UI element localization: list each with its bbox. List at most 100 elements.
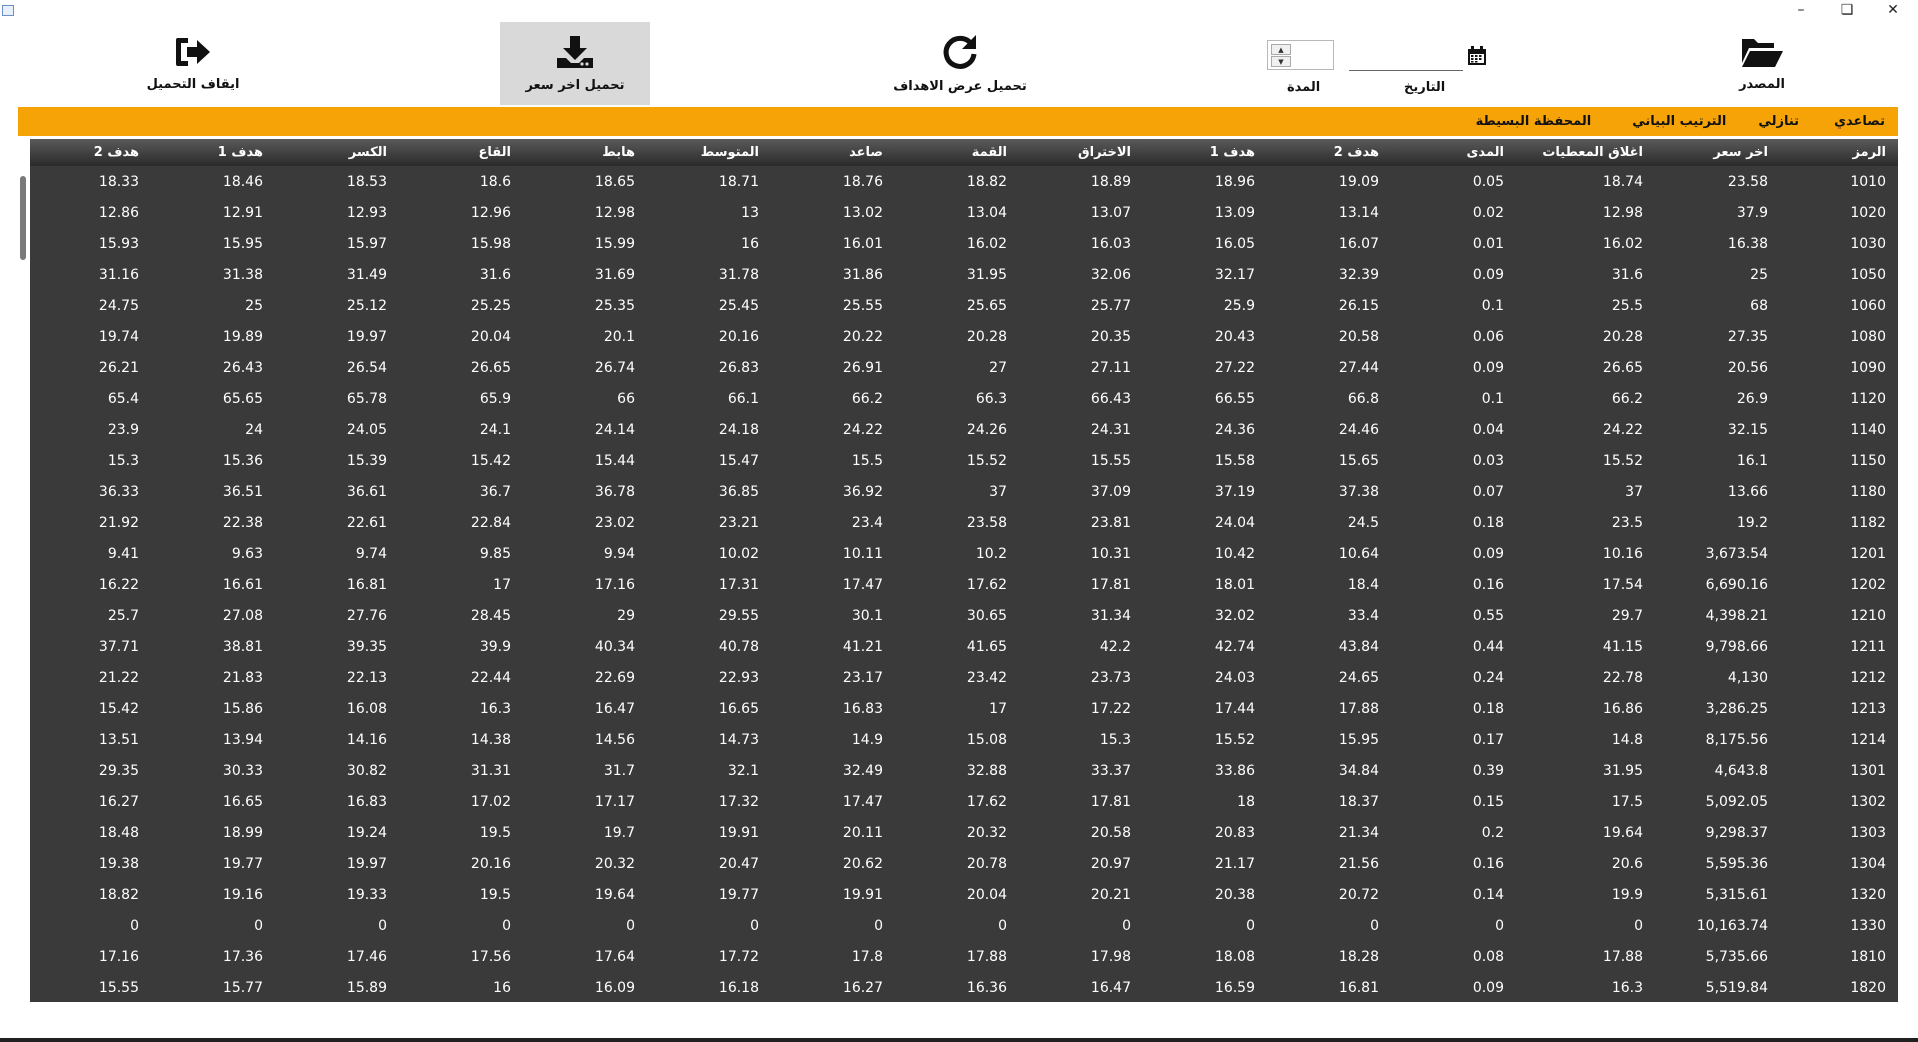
table-cell[interactable]: 19.33 xyxy=(275,879,399,910)
table-cell[interactable]: 20.78 xyxy=(895,848,1019,879)
table-cell[interactable]: 18.96 xyxy=(1143,166,1267,197)
table-cell[interactable]: 17 xyxy=(895,693,1019,724)
table-cell[interactable]: 26.65 xyxy=(399,352,523,383)
table-cell[interactable]: 27.76 xyxy=(275,600,399,631)
table-cell[interactable]: 15.36 xyxy=(151,445,275,476)
table-cell[interactable]: 37.9 xyxy=(1655,197,1780,228)
table-cell[interactable]: 20.58 xyxy=(1267,321,1391,352)
table-cell[interactable]: 19.2 xyxy=(1655,507,1780,538)
table-cell[interactable]: 31.34 xyxy=(1019,600,1143,631)
table-cell[interactable]: 31.6 xyxy=(1516,259,1655,290)
table-cell[interactable]: 17.8 xyxy=(771,941,895,972)
table-cell[interactable]: 23.21 xyxy=(647,507,771,538)
table-cell[interactable]: 18.28 xyxy=(1267,941,1391,972)
table-cell[interactable]: 16.47 xyxy=(523,693,647,724)
table-cell[interactable]: 17.88 xyxy=(1267,693,1391,724)
table-cell[interactable]: 30.1 xyxy=(771,600,895,631)
table-cell[interactable]: 16.1 xyxy=(1655,445,1780,476)
table-cell[interactable]: 13.66 xyxy=(1655,476,1780,507)
table-cell[interactable]: 18.08 xyxy=(1143,941,1267,972)
table-cell[interactable]: 19.77 xyxy=(647,879,771,910)
table-cell[interactable]: 9.94 xyxy=(523,538,647,569)
table-cell[interactable]: 22.84 xyxy=(399,507,523,538)
table-cell[interactable]: 19.89 xyxy=(151,321,275,352)
table-cell[interactable]: 0.15 xyxy=(1391,786,1516,817)
table-cell[interactable]: 21.17 xyxy=(1143,848,1267,879)
table-cell[interactable]: 14.8 xyxy=(1516,724,1655,755)
table-cell[interactable]: 31.95 xyxy=(1516,755,1655,786)
table-cell[interactable]: 16.02 xyxy=(1516,228,1655,259)
table-cell[interactable]: 26.9 xyxy=(1655,383,1780,414)
table-cell[interactable]: 16.86 xyxy=(1516,693,1655,724)
table-cell[interactable]: 12.93 xyxy=(275,197,399,228)
symbol-cell[interactable]: 1212 xyxy=(1780,662,1898,693)
table-cell[interactable]: 27.35 xyxy=(1655,321,1780,352)
table-row[interactable]: 1303 9,298.37 19.64 0.2 21.34 20.83 20.58 20.32… xyxy=(30,817,1898,848)
table-cell[interactable]: 17.56 xyxy=(399,941,523,972)
tab-ascending[interactable]: تصاعدي xyxy=(1834,114,1885,129)
table-cell[interactable]: 20.97 xyxy=(1019,848,1143,879)
table-cell[interactable]: 0.09 xyxy=(1391,352,1516,383)
table-cell[interactable]: 29 xyxy=(523,600,647,631)
table-cell[interactable]: 26.21 xyxy=(30,352,151,383)
table-cell[interactable]: 10.2 xyxy=(895,538,1019,569)
table-cell[interactable]: 4,130 xyxy=(1655,662,1780,693)
table-cell[interactable]: 4,398.21 xyxy=(1655,600,1780,631)
table-cell[interactable]: 12.98 xyxy=(523,197,647,228)
table-cell[interactable]: 15.97 xyxy=(275,228,399,259)
table-cell[interactable]: 15.89 xyxy=(275,972,399,1002)
table-row[interactable]: 1182 19.2 23.5 0.18 24.5 24.04 23.81 23.58 23.4 2… xyxy=(30,507,1898,538)
table-cell[interactable]: 18.71 xyxy=(647,166,771,197)
table-row[interactable]: 1150 16.1 15.52 0.03 15.65 15.58 15.55 15.52 15.… xyxy=(30,445,1898,476)
table-cell[interactable]: 30.82 xyxy=(275,755,399,786)
column-header[interactable]: اغلاق المعطيات xyxy=(1516,139,1655,166)
symbol-cell[interactable]: 1330 xyxy=(1780,910,1898,941)
table-cell[interactable]: 66.43 xyxy=(1019,383,1143,414)
column-header[interactable]: هدف 2 xyxy=(30,139,151,166)
table-cell[interactable]: 20.04 xyxy=(895,879,1019,910)
column-header[interactable]: المدى xyxy=(1391,139,1516,166)
table-cell[interactable]: 16 xyxy=(399,972,523,1002)
table-cell[interactable]: 32.49 xyxy=(771,755,895,786)
table-cell[interactable]: 31.49 xyxy=(275,259,399,290)
table-cell[interactable]: 20.11 xyxy=(771,817,895,848)
table-cell[interactable]: 14.9 xyxy=(771,724,895,755)
table-cell[interactable]: 25.25 xyxy=(399,290,523,321)
table-cell[interactable]: 15.52 xyxy=(1516,445,1655,476)
table-cell[interactable]: 19.97 xyxy=(275,321,399,352)
table-cell[interactable]: 26.54 xyxy=(275,352,399,383)
table-cell[interactable]: 23.58 xyxy=(1655,166,1780,197)
column-header[interactable]: المتوسط xyxy=(647,139,771,166)
table-cell[interactable]: 16.07 xyxy=(1267,228,1391,259)
table-cell[interactable]: 17.16 xyxy=(30,941,151,972)
table-cell[interactable]: 36.7 xyxy=(399,476,523,507)
table-cell[interactable]: 20.32 xyxy=(523,848,647,879)
table-cell[interactable]: 16.05 xyxy=(1143,228,1267,259)
table-cell[interactable]: 20.38 xyxy=(1143,879,1267,910)
table-cell[interactable]: 32.15 xyxy=(1655,414,1780,445)
table-cell[interactable]: 31.16 xyxy=(30,259,151,290)
table-cell[interactable]: 16.3 xyxy=(1516,972,1655,1002)
table-cell[interactable]: 24.18 xyxy=(647,414,771,445)
table-cell[interactable]: 17.16 xyxy=(523,569,647,600)
table-cell[interactable]: 29.7 xyxy=(1516,600,1655,631)
table-cell[interactable]: 23.5 xyxy=(1516,507,1655,538)
table-cell[interactable]: 17.64 xyxy=(523,941,647,972)
table-cell[interactable]: 17.62 xyxy=(895,569,1019,600)
table-cell[interactable]: 32.06 xyxy=(1019,259,1143,290)
table-cell[interactable]: 20.35 xyxy=(1019,321,1143,352)
table-cell[interactable]: 3,286.25 xyxy=(1655,693,1780,724)
table-cell[interactable]: 33.86 xyxy=(1143,755,1267,786)
table-row[interactable]: 1090 20.56 26.65 0.09 27.44 27.22 27.11 27 26.91… xyxy=(30,352,1898,383)
symbol-cell[interactable]: 1050 xyxy=(1780,259,1898,290)
table-cell[interactable]: 40.78 xyxy=(647,631,771,662)
period-spinner[interactable]: ▲ ▼ xyxy=(1267,40,1335,70)
table-row[interactable]: 1201 3,673.54 10.16 0.09 10.64 10.42 10.31 10.2… xyxy=(30,538,1898,569)
table-cell[interactable]: 0.09 xyxy=(1391,538,1516,569)
table-cell[interactable]: 42.74 xyxy=(1143,631,1267,662)
spin-down-button[interactable]: ▼ xyxy=(1271,56,1291,67)
table-cell[interactable]: 32.88 xyxy=(895,755,1019,786)
table-cell[interactable]: 13 xyxy=(647,197,771,228)
table-row[interactable]: 1140 32.15 24.22 0.04 24.46 24.36 24.31 24.26 24… xyxy=(30,414,1898,445)
table-cell[interactable]: 15.44 xyxy=(523,445,647,476)
